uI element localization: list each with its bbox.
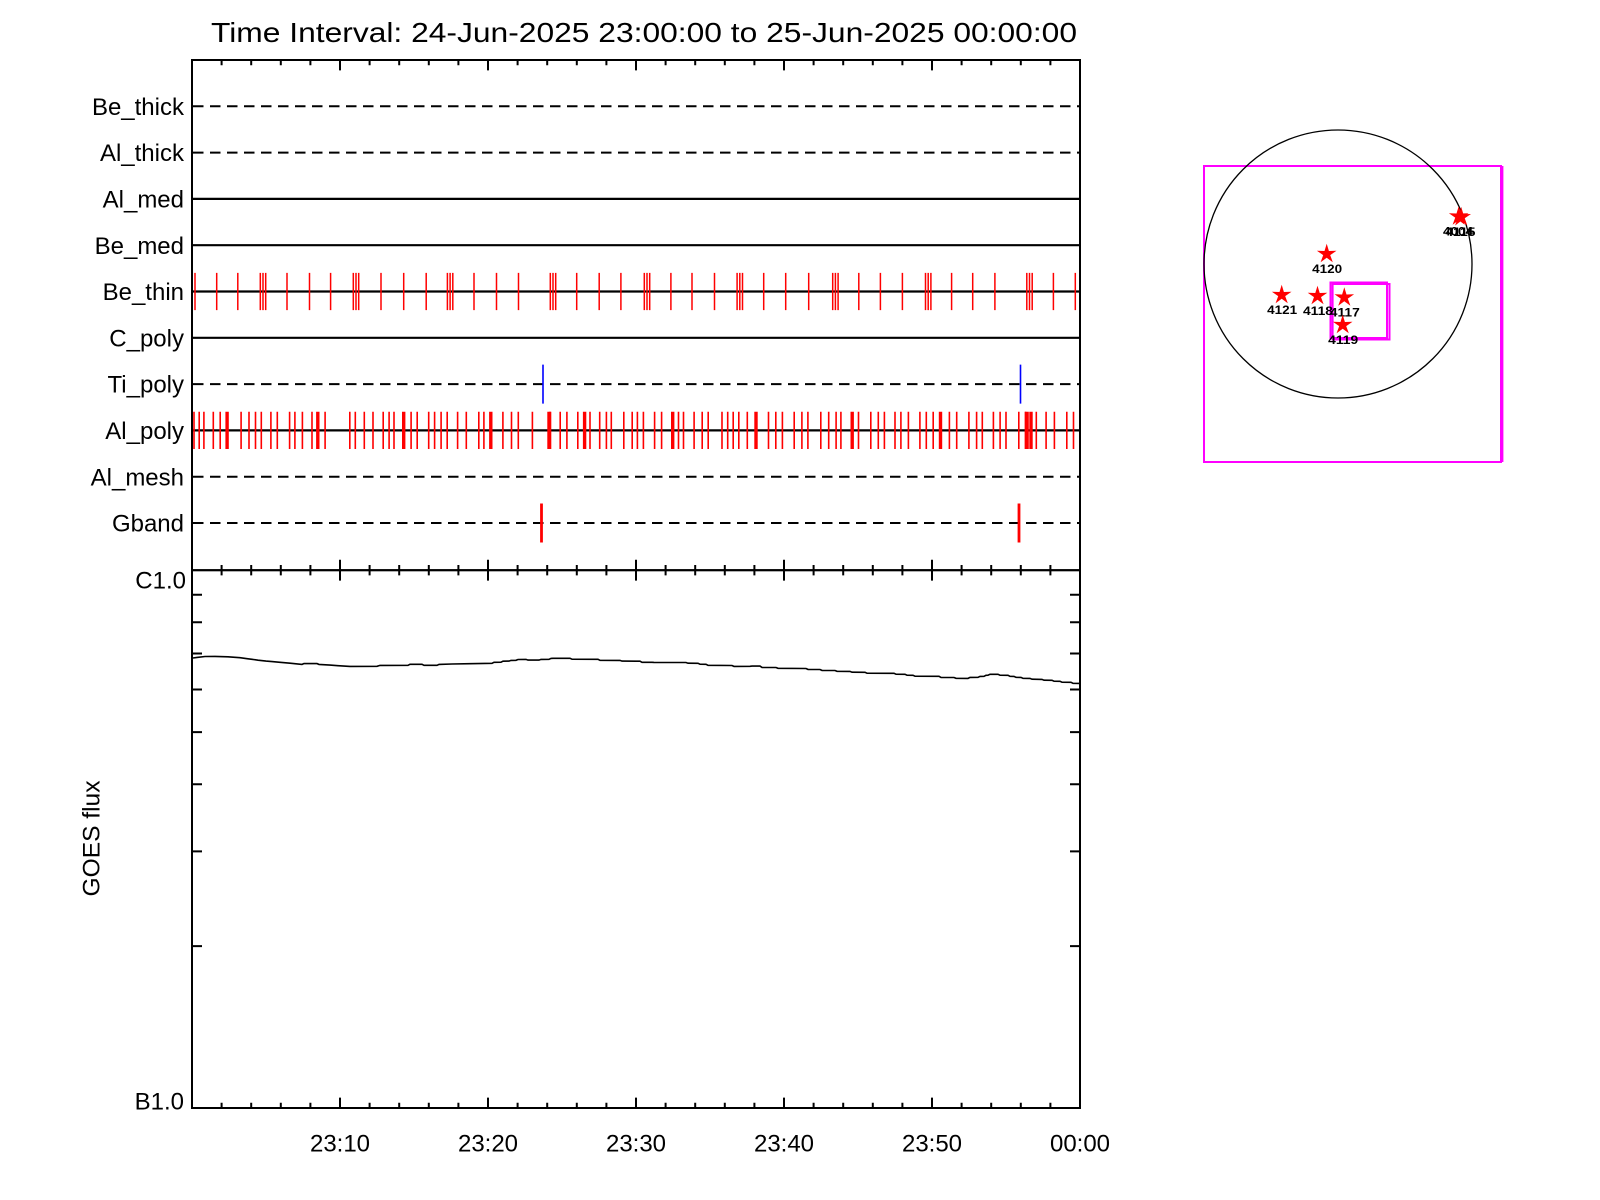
svg-text:23:30: 23:30 [606, 1131, 666, 1158]
svg-text:00:00: 00:00 [1050, 1131, 1110, 1158]
svg-text:4115: 4115 [1446, 225, 1476, 239]
svg-text:23:20: 23:20 [458, 1131, 518, 1158]
svg-text:23:10: 23:10 [310, 1131, 370, 1158]
svg-text:4118: 4118 [1303, 304, 1333, 318]
svg-text:4119: 4119 [1328, 333, 1358, 347]
svg-text:Al_mesh: Al_mesh [91, 464, 184, 491]
svg-text:Be_thin: Be_thin [103, 279, 184, 306]
svg-text:Al_thick: Al_thick [100, 140, 185, 167]
svg-text:B1.0: B1.0 [135, 1089, 184, 1116]
svg-text:Al_med: Al_med [103, 187, 184, 214]
svg-text:23:50: 23:50 [902, 1131, 962, 1158]
svg-text:Be_thick: Be_thick [92, 94, 185, 121]
svg-text:Al_poly: Al_poly [105, 418, 184, 445]
svg-text:4121: 4121 [1267, 303, 1297, 317]
svg-text:4004: 4004 [1443, 225, 1473, 239]
svg-text:23:40: 23:40 [754, 1131, 814, 1158]
svg-text:4117: 4117 [1330, 305, 1360, 319]
svg-text:4120: 4120 [1312, 262, 1342, 276]
svg-text:Be_med: Be_med [95, 233, 184, 260]
svg-text:Ti_poly: Ti_poly [108, 372, 184, 399]
svg-text:C_poly: C_poly [109, 325, 184, 352]
svg-text:GOES flux: GOES flux [79, 781, 106, 897]
svg-text:Gband: Gband [112, 511, 184, 538]
svg-text:C1.0: C1.0 [135, 568, 186, 595]
svg-text:Time Interval: 24-Jun-2025 23:: Time Interval: 24-Jun-2025 23:00:00 to 2… [211, 17, 1077, 48]
